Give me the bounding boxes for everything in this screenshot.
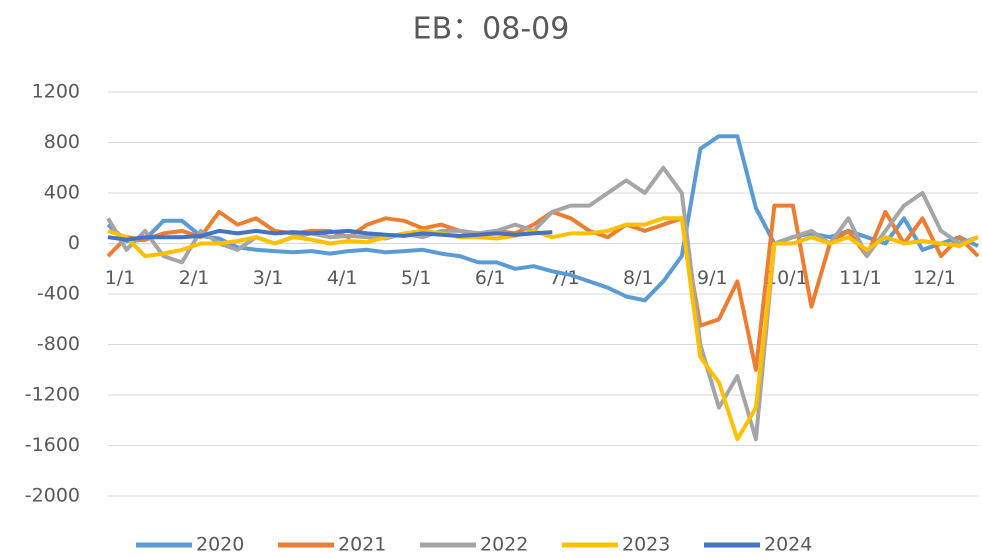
chart-title: EB：08-09 [413, 12, 570, 47]
y-tick-label: -400 [37, 283, 80, 305]
y-tick-label: 0 [68, 232, 80, 254]
legend-label: 2020 [196, 534, 244, 556]
x-tick-label: 12/1 [913, 267, 956, 289]
y-tick-label: 1200 [32, 81, 80, 103]
x-tick-label: 10/1 [765, 267, 808, 289]
y-tick-label: -1200 [25, 384, 80, 406]
legend-label: 2021 [338, 534, 386, 556]
x-tick-label: 4/1 [327, 267, 358, 289]
series-line [107, 228, 553, 242]
y-tick-label: -2000 [25, 485, 80, 507]
x-tick-label: 11/1 [839, 267, 882, 289]
y-tick-label: -800 [37, 333, 80, 355]
x-tick-label: 5/1 [401, 267, 432, 289]
x-tick-label: 3/1 [253, 267, 284, 289]
x-tick-label: 6/1 [475, 267, 506, 289]
legend-label: 2024 [764, 534, 812, 556]
x-tick-label: 8/1 [623, 267, 654, 289]
x-tick-label: 2/1 [179, 267, 210, 289]
legend-label: 2023 [622, 534, 670, 556]
series-line [106, 165, 979, 442]
legend-label: 2022 [480, 534, 528, 556]
x-tick-label: 9/1 [697, 267, 728, 289]
y-tick-label: -1600 [25, 434, 80, 456]
x-tick-label: 1/1 [105, 267, 136, 289]
y-tick-label: 400 [44, 182, 80, 204]
y-tick-label: 800 [44, 131, 80, 153]
